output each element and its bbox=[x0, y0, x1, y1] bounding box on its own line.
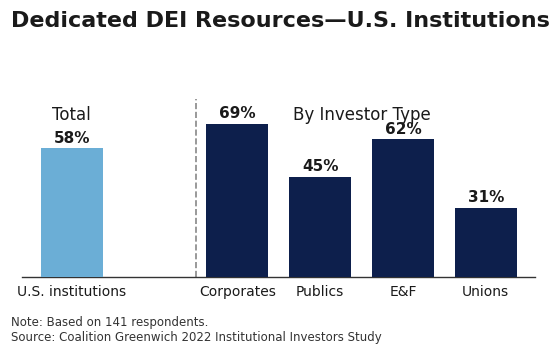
Text: By Investor Type: By Investor Type bbox=[293, 106, 431, 124]
Bar bbox=[206, 124, 268, 277]
Text: 45%: 45% bbox=[302, 159, 338, 174]
Text: 31%: 31% bbox=[468, 190, 504, 206]
Text: Dedicated DEI Resources—U.S. Institutions by Type: Dedicated DEI Resources—U.S. Institution… bbox=[11, 11, 552, 31]
Bar bbox=[455, 208, 517, 277]
Text: Note: Based on 141 respondents.
Source: Coalition Greenwich 2022 Institutional I: Note: Based on 141 respondents. Source: … bbox=[11, 316, 382, 344]
Text: 69%: 69% bbox=[219, 106, 256, 121]
Bar bbox=[41, 148, 103, 277]
Text: Total: Total bbox=[52, 106, 91, 124]
Text: 62%: 62% bbox=[385, 122, 421, 137]
Text: 58%: 58% bbox=[54, 131, 90, 146]
Bar bbox=[289, 177, 351, 277]
Bar bbox=[372, 139, 434, 277]
